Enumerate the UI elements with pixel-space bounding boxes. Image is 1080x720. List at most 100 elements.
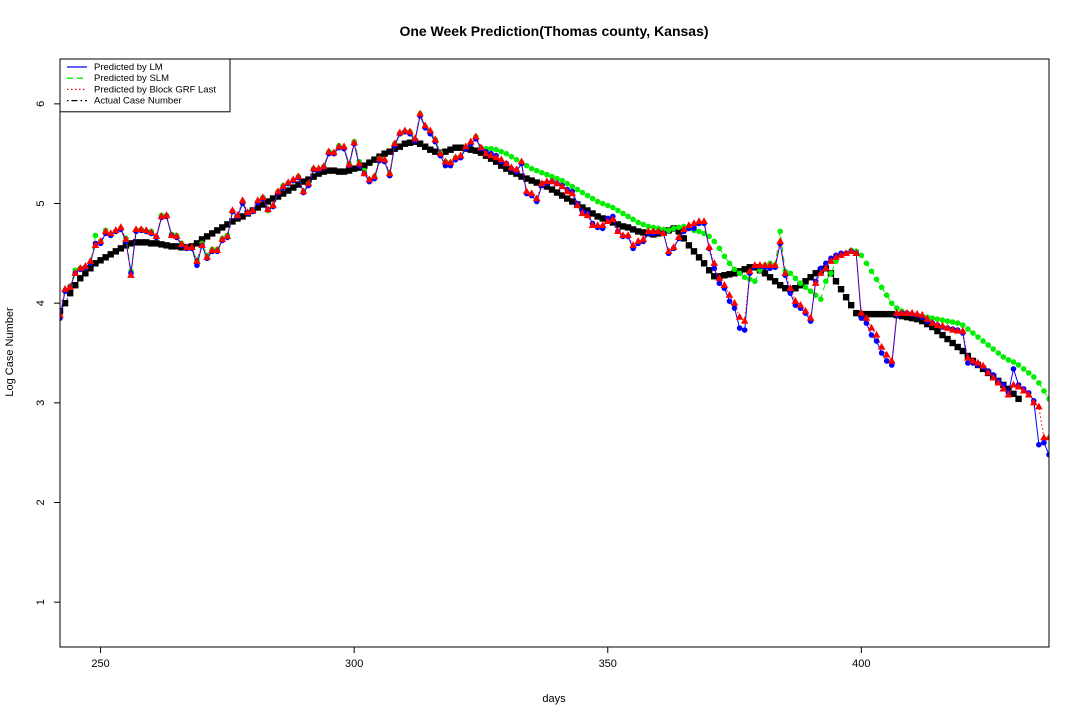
- data-point-predicted-by-slm: [513, 156, 520, 163]
- data-point-predicted-by-block-grf-last: [994, 378, 1003, 386]
- legend-label-predicted-by-block-grf-last: Predicted by Block GRF Last: [94, 84, 216, 95]
- data-point-predicted-by-lm: [691, 225, 697, 232]
- legend-box: [59, 58, 231, 113]
- data-point-predicted-by-block-grf-last: [669, 243, 678, 250]
- data-point-predicted-by-block-grf-last: [177, 240, 186, 247]
- data-point-actual-case-number: [802, 278, 809, 285]
- data-point-predicted-by-slm: [949, 319, 956, 325]
- data-point-predicted-by-slm: [493, 146, 499, 153]
- data-point-predicted-by-block-grf-last: [304, 179, 313, 187]
- data-point-predicted-by-lm: [1041, 439, 1047, 446]
- data-point-actual-case-number: [924, 320, 931, 328]
- data-point-predicted-by-slm: [1041, 388, 1047, 394]
- data-point-actual-case-number: [153, 240, 160, 247]
- data-point-predicted-by-block-grf-last: [254, 196, 262, 204]
- data-point-actual-case-number: [112, 248, 119, 255]
- data-point-actual-case-number: [361, 162, 368, 169]
- data-point-actual-case-number: [472, 147, 480, 154]
- data-point-actual-case-number: [132, 239, 140, 246]
- data-point-actual-case-number: [705, 267, 713, 274]
- data-point-predicted-by-block-grf-last: [745, 267, 754, 274]
- data-point-predicted-by-block-grf-last: [350, 138, 358, 146]
- data-point-actual-case-number: [61, 299, 69, 307]
- data-point-predicted-by-block-grf-last: [543, 177, 551, 185]
- x-axis-label: days: [542, 693, 566, 705]
- data-point-predicted-by-block-grf-last: [522, 187, 531, 195]
- data-point-predicted-by-slm: [817, 296, 824, 302]
- data-point-actual-case-number: [92, 260, 99, 267]
- data-point-predicted-by-block-grf-last: [806, 313, 815, 321]
- data-point-predicted-by-slm: [640, 221, 647, 228]
- data-point-predicted-by-slm: [954, 320, 961, 326]
- data-point-predicted-by-slm: [736, 270, 743, 277]
- data-point-actual-case-number: [279, 190, 287, 197]
- data-point-predicted-by-block-grf-last: [497, 155, 506, 163]
- data-point-predicted-by-block-grf-last: [76, 264, 85, 271]
- data-point-predicted-by-block-grf-last: [974, 358, 982, 366]
- data-point-actual-case-number: [143, 239, 150, 246]
- data-point-actual-case-number: [685, 242, 693, 249]
- data-point-predicted-by-block-grf-last: [639, 235, 648, 242]
- data-point-predicted-by-slm: [635, 219, 641, 226]
- data-point-predicted-by-block-grf-last: [461, 142, 470, 150]
- data-point-predicted-by-block-grf-last: [365, 175, 374, 183]
- data-point-predicted-by-lm: [878, 350, 885, 356]
- data-point-predicted-by-slm: [807, 288, 814, 295]
- data-point-actual-case-number: [903, 313, 911, 321]
- data-point-predicted-by-block-grf-last: [893, 308, 901, 316]
- data-point-predicted-by-block-grf-last: [218, 235, 227, 242]
- data-point-predicted-by-block-grf-last: [198, 241, 206, 248]
- data-point-predicted-by-block-grf-last: [700, 217, 708, 225]
- data-point-actual-case-number: [457, 144, 464, 151]
- data-point-predicted-by-block-grf-last: [1019, 386, 1028, 394]
- data-point-actual-case-number: [285, 187, 292, 194]
- data-point-predicted-by-block-grf-last: [766, 261, 774, 268]
- data-point-predicted-by-block-grf-last: [847, 247, 855, 254]
- data-point-actual-case-number: [741, 266, 748, 273]
- data-point-actual-case-number: [345, 167, 353, 174]
- data-point-actual-case-number: [264, 198, 272, 205]
- data-point-predicted-by-slm: [670, 225, 677, 232]
- data-point-predicted-by-block-grf-last: [96, 237, 105, 244]
- data-point-predicted-by-block-grf-last: [593, 221, 602, 229]
- data-point-predicted-by-block-grf-last: [122, 235, 130, 242]
- data-point-actual-case-number: [518, 173, 525, 180]
- data-point-actual-case-number: [680, 235, 688, 242]
- data-point-actual-case-number: [269, 195, 277, 202]
- data-point-actual-case-number: [908, 314, 916, 322]
- data-point-predicted-by-lm: [741, 327, 748, 333]
- data-point-actual-case-number: [949, 339, 956, 347]
- data-point-predicted-by-lm: [726, 298, 733, 304]
- data-point-actual-case-number: [127, 240, 135, 247]
- data-point-predicted-by-block-grf-last: [411, 134, 419, 142]
- data-point-actual-case-number: [381, 150, 388, 157]
- data-point-predicted-by-slm: [975, 334, 981, 340]
- x-tick-label: 250: [91, 658, 109, 670]
- data-point-predicted-by-block-grf-last: [624, 231, 632, 238]
- data-point-predicted-by-block-grf-last: [923, 314, 932, 322]
- data-point-predicted-by-block-grf-last: [776, 237, 784, 244]
- data-point-actual-case-number: [528, 177, 535, 184]
- data-point-predicted-by-block-grf-last: [264, 205, 272, 213]
- data-point-predicted-by-block-grf-last: [1045, 433, 1049, 441]
- data-point-predicted-by-lm: [817, 265, 824, 272]
- y-tick-label: 5: [35, 200, 47, 206]
- data-point-predicted-by-block-grf-last: [375, 154, 384, 162]
- data-point-actual-case-number: [837, 286, 845, 293]
- data-point-actual-case-number: [1005, 385, 1012, 393]
- x-tick-label: 350: [599, 658, 617, 670]
- data-point-actual-case-number: [503, 165, 510, 172]
- data-point-predicted-by-block-grf-last: [1014, 382, 1023, 390]
- data-point-actual-case-number: [782, 285, 789, 292]
- data-point-actual-case-number: [624, 224, 632, 231]
- data-point-predicted-by-block-grf-last: [416, 109, 424, 117]
- data-point-predicted-by-slm: [823, 278, 829, 285]
- data-point-predicted-by-block-grf-last: [340, 142, 348, 150]
- data-point-predicted-by-slm: [792, 275, 799, 282]
- data-point-predicted-by-lm: [736, 325, 743, 331]
- data-point-actual-case-number: [695, 254, 703, 261]
- data-point-actual-case-number: [553, 189, 561, 196]
- data-point-predicted-by-block-grf-last: [761, 261, 769, 268]
- data-point-predicted-by-block-grf-last: [816, 269, 825, 276]
- data-point-actual-case-number: [594, 213, 601, 220]
